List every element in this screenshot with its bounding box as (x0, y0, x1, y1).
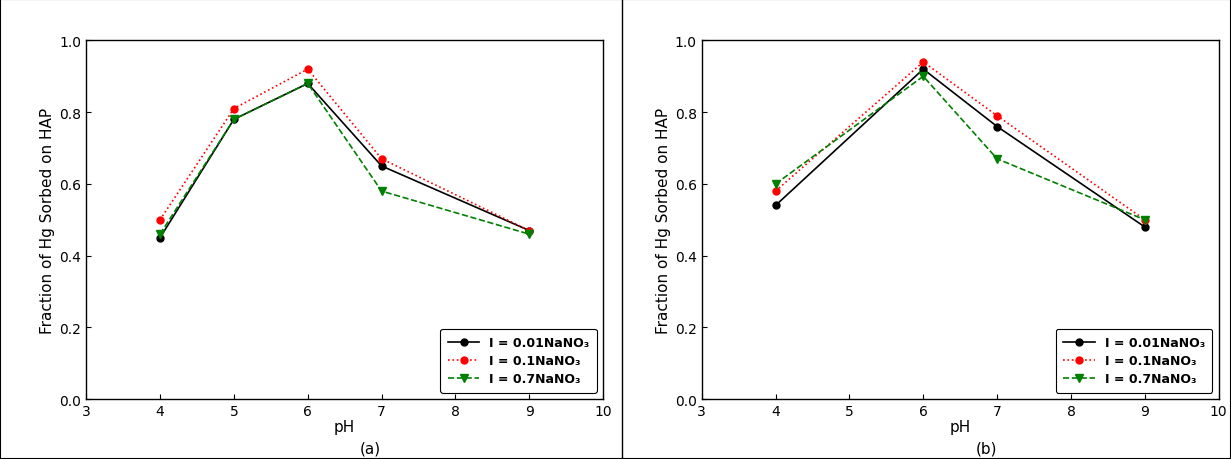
I = 0.1NaNO₃ (990, 114, 1004, 119)
Line: I = 0.7NaNO₃: I = 0.7NaNO₃ (156, 80, 533, 239)
I = 0.01NaNO₃ (522, 228, 537, 234)
Text: (b): (b) (975, 441, 997, 456)
Line: I = 0.01NaNO₃: I = 0.01NaNO₃ (772, 67, 1149, 231)
I = 0.7NaNO₃ (153, 232, 167, 237)
Line: I = 0.7NaNO₃: I = 0.7NaNO₃ (772, 73, 1149, 224)
I = 0.1NaNO₃ (916, 60, 931, 66)
I = 0.1NaNO₃ (300, 67, 315, 73)
I = 0.01NaNO₃ (153, 235, 167, 241)
I = 0.1NaNO₃ (522, 228, 537, 234)
I = 0.1NaNO₃ (153, 218, 167, 223)
I = 0.01NaNO₃ (227, 118, 241, 123)
I = 0.1NaNO₃ (374, 157, 389, 162)
Legend: I = 0.01NaNO₃, I = 0.1NaNO₃, I = 0.7NaNO₃: I = 0.01NaNO₃, I = 0.1NaNO₃, I = 0.7NaNO… (441, 329, 597, 393)
I = 0.1NaNO₃ (768, 189, 783, 195)
I = 0.7NaNO₃ (768, 182, 783, 187)
I = 0.7NaNO₃ (300, 82, 315, 87)
Text: (a): (a) (359, 441, 382, 456)
I = 0.1NaNO₃ (1137, 218, 1152, 223)
Legend: I = 0.01NaNO₃, I = 0.1NaNO₃, I = 0.7NaNO₃: I = 0.01NaNO₃, I = 0.1NaNO₃, I = 0.7NaNO… (1056, 329, 1213, 393)
I = 0.7NaNO₃ (522, 232, 537, 237)
Line: I = 0.1NaNO₃: I = 0.1NaNO₃ (156, 67, 533, 235)
I = 0.7NaNO₃ (916, 74, 931, 80)
I = 0.7NaNO₃ (374, 189, 389, 195)
Y-axis label: Fraction of Hg Sorbed on HAP: Fraction of Hg Sorbed on HAP (656, 107, 671, 333)
I = 0.01NaNO₃ (768, 203, 783, 209)
Y-axis label: Fraction of Hg Sorbed on HAP: Fraction of Hg Sorbed on HAP (41, 107, 55, 333)
Line: I = 0.1NaNO₃: I = 0.1NaNO₃ (772, 59, 1149, 224)
I = 0.7NaNO₃ (1137, 218, 1152, 223)
I = 0.7NaNO₃ (990, 157, 1004, 162)
I = 0.01NaNO₃ (916, 67, 931, 73)
I = 0.7NaNO₃ (227, 118, 241, 123)
I = 0.1NaNO₃ (227, 106, 241, 112)
I = 0.01NaNO₃ (300, 82, 315, 87)
I = 0.01NaNO₃ (1137, 225, 1152, 230)
Line: I = 0.01NaNO₃: I = 0.01NaNO₃ (156, 81, 533, 242)
I = 0.01NaNO₃ (990, 124, 1004, 130)
I = 0.01NaNO₃ (374, 164, 389, 169)
X-axis label: pH: pH (949, 420, 971, 435)
X-axis label: pH: pH (334, 420, 356, 435)
